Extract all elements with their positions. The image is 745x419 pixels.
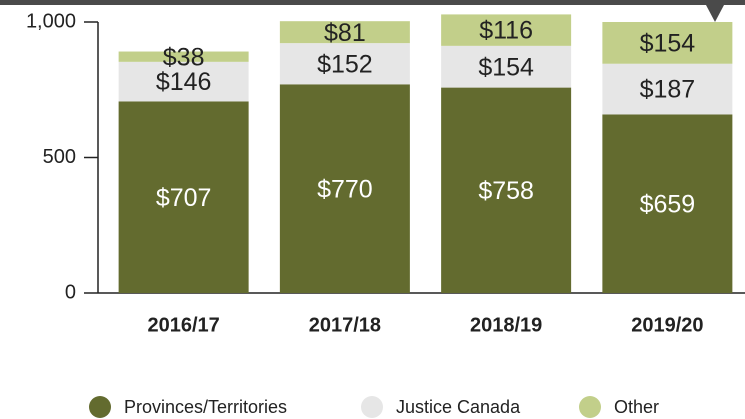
top-pointer bbox=[706, 5, 724, 22]
legend-label: Provinces/Territories bbox=[124, 397, 287, 417]
data-label: $116 bbox=[479, 17, 533, 45]
bar-segment bbox=[279, 84, 410, 293]
data-label: $707 bbox=[156, 184, 212, 212]
y-tick-label: 0 bbox=[65, 281, 76, 303]
bar-segment bbox=[441, 87, 572, 293]
y-tick-label: 1,000 bbox=[26, 10, 76, 32]
legend-swatch bbox=[361, 396, 383, 418]
bar-segment bbox=[279, 21, 410, 44]
bar-segment bbox=[118, 61, 249, 102]
x-tick-label: 2016/17 bbox=[147, 314, 219, 336]
bar-segment bbox=[118, 101, 249, 293]
bar-segment bbox=[118, 51, 249, 62]
bar-segment bbox=[441, 45, 572, 88]
legend-swatch bbox=[89, 396, 111, 418]
legend-label: Other bbox=[614, 397, 659, 417]
x-tick-label: 2017/18 bbox=[309, 314, 381, 336]
data-label: $38 bbox=[163, 43, 205, 71]
data-label: $758 bbox=[478, 177, 534, 205]
data-label: $659 bbox=[640, 190, 696, 218]
bar-segment bbox=[602, 22, 733, 64]
bar-segment bbox=[279, 43, 410, 85]
legend-swatch bbox=[579, 396, 601, 418]
data-label: $187 bbox=[640, 76, 696, 104]
top-band bbox=[0, 0, 745, 5]
bar-segment bbox=[441, 14, 572, 46]
legend-label: Justice Canada bbox=[396, 397, 521, 417]
x-tick-label: 2018/19 bbox=[470, 314, 542, 336]
data-label: $152 bbox=[317, 50, 373, 78]
data-label: $154 bbox=[640, 29, 696, 57]
y-tick-label: 500 bbox=[43, 146, 76, 168]
x-tick-label: 2019/20 bbox=[631, 314, 703, 336]
bar-segment bbox=[602, 63, 733, 115]
data-label: $154 bbox=[478, 53, 534, 81]
data-label: $146 bbox=[156, 68, 212, 96]
bar-segment bbox=[602, 114, 733, 293]
data-label: $81 bbox=[324, 19, 366, 47]
data-label: $770 bbox=[317, 175, 373, 203]
